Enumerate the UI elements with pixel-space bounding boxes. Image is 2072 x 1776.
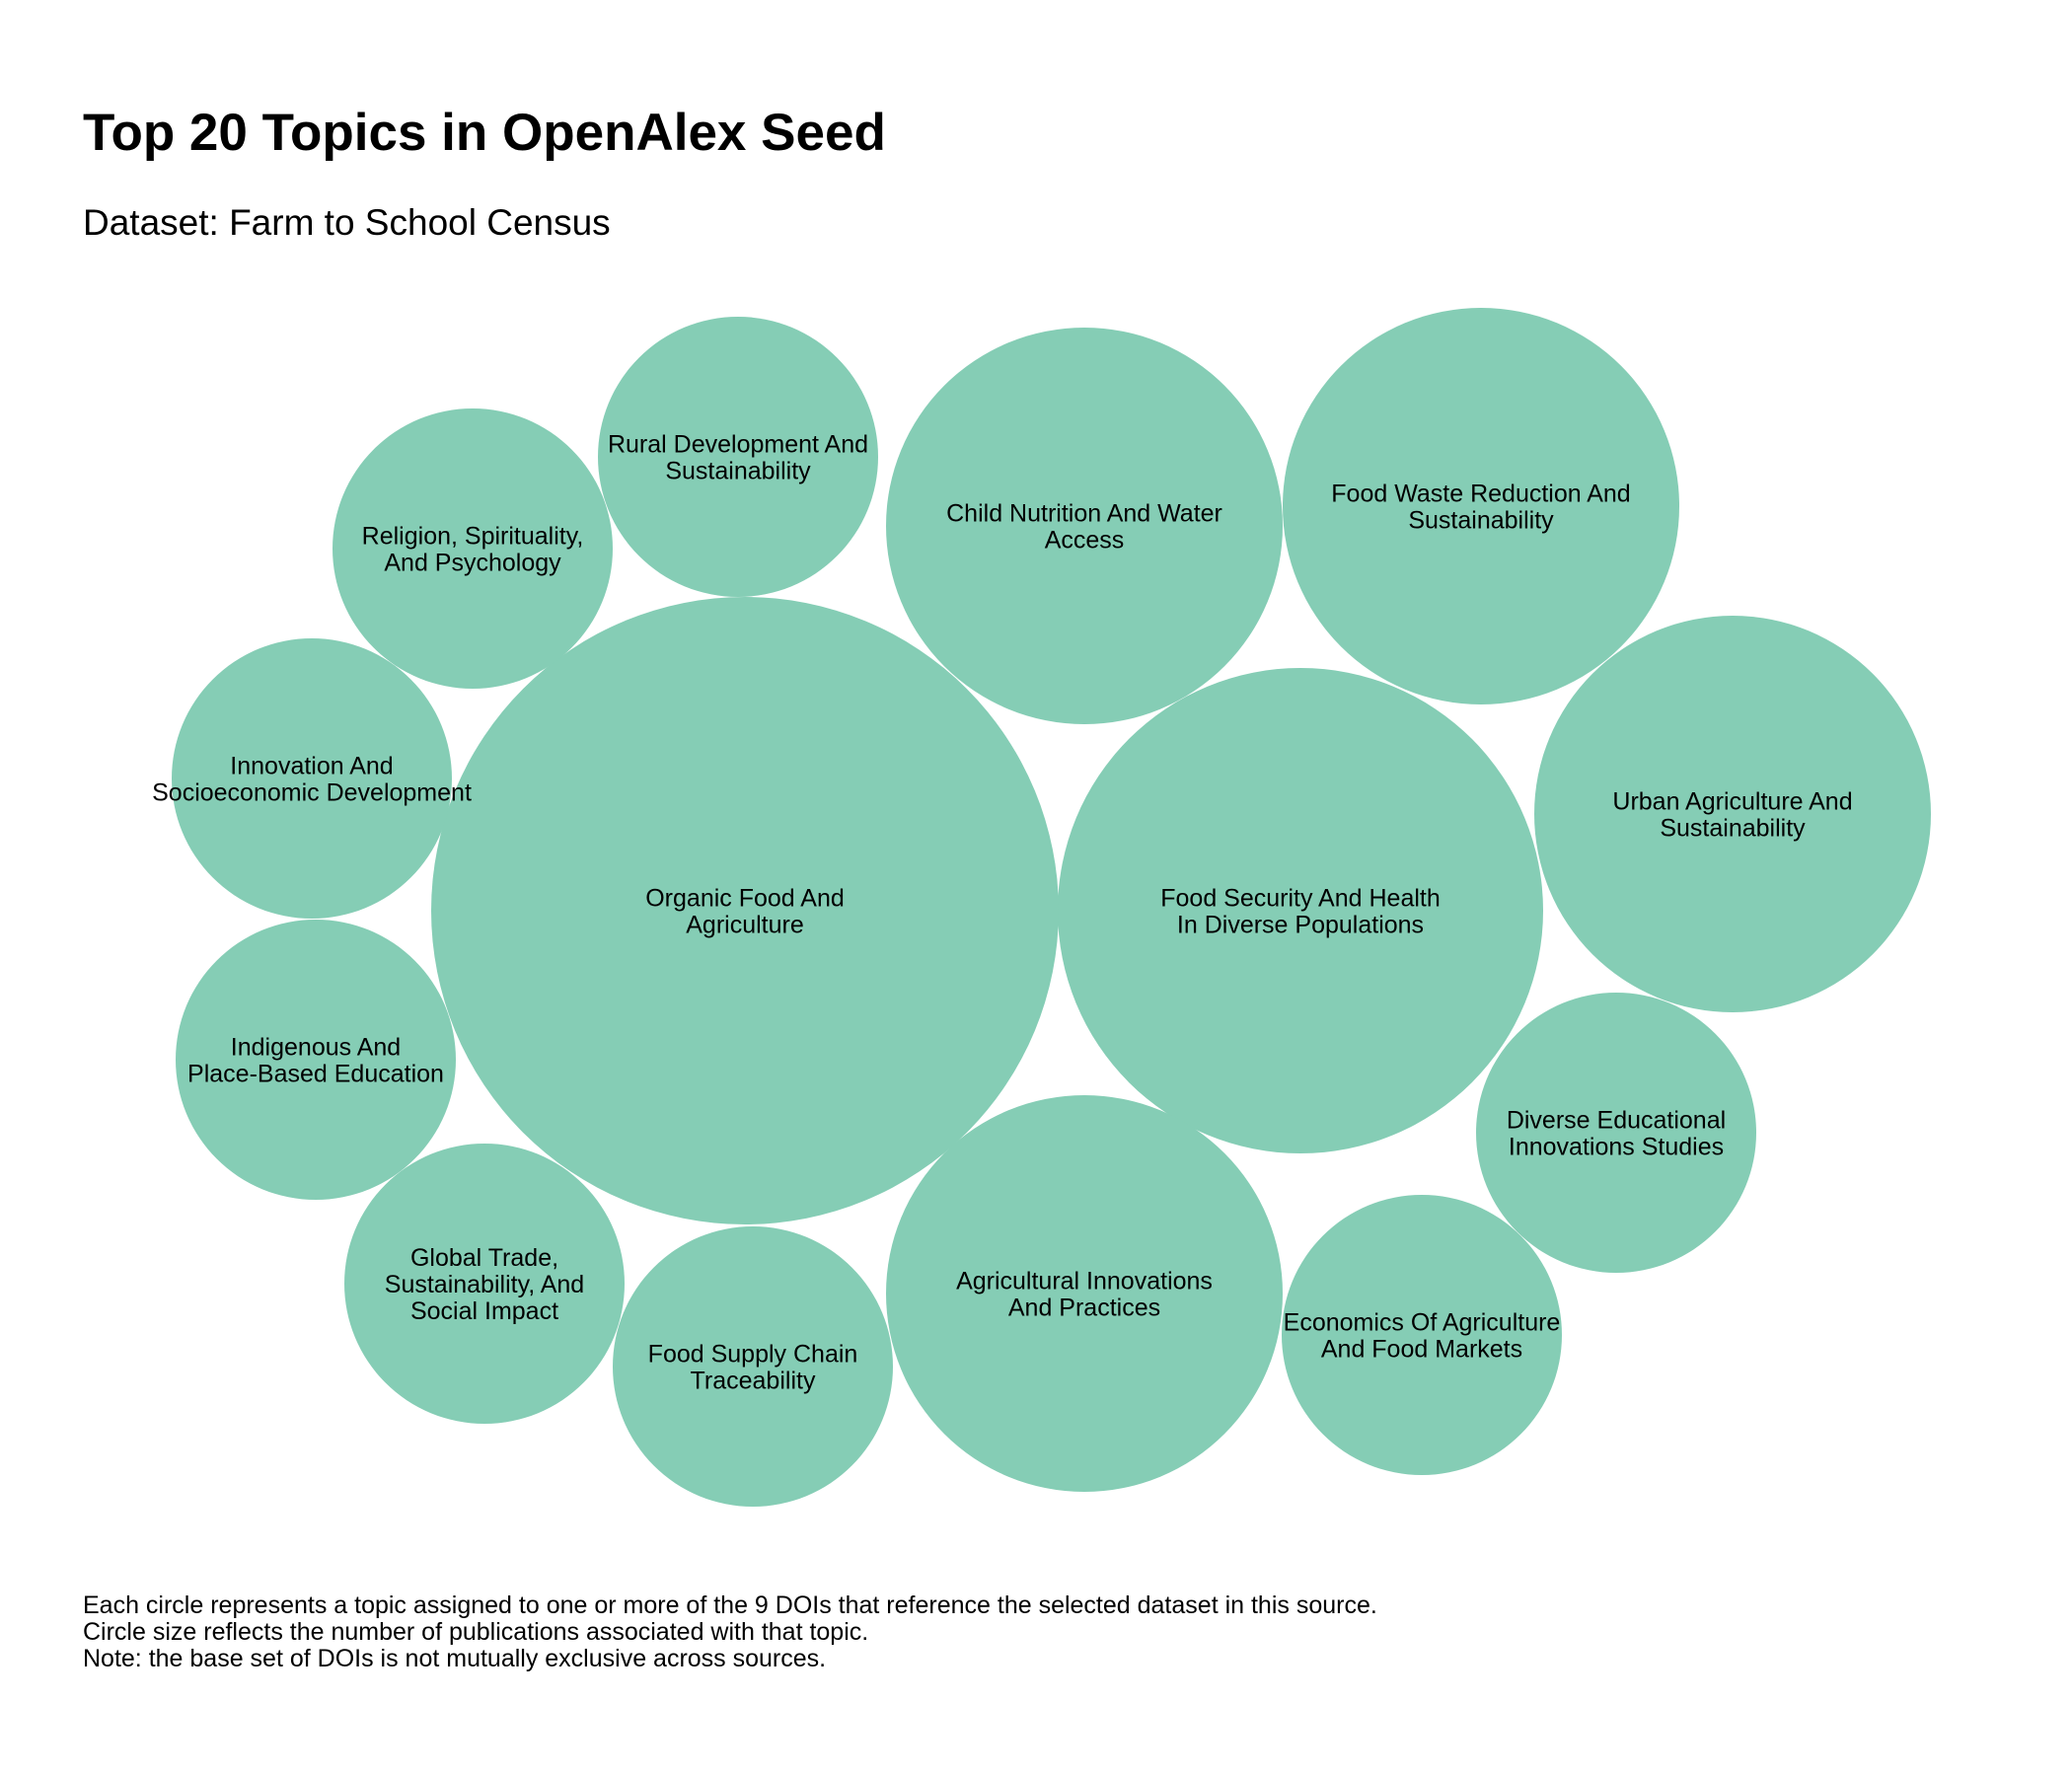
topic-bubble: Urban Agriculture And Sustainability (1534, 616, 1931, 1012)
topic-label-line: Sustainability (1660, 815, 1806, 843)
topic-label: Rural Development And Sustainability (608, 431, 868, 485)
topic-label-line: Diverse Educational (1507, 1107, 1726, 1135)
chart-title: Top 20 Topics in OpenAlex Seed (83, 104, 886, 162)
topic-label-line: Economics Of Agriculture (1284, 1309, 1561, 1337)
footnote: Each circle represents a topic assigned … (83, 1592, 1377, 1672)
topic-label-line: And Food Markets (1321, 1336, 1522, 1364)
topic-label-line: Innovations Studies (1509, 1134, 1724, 1161)
topic-circle (598, 317, 878, 597)
topic-circle (886, 1095, 1283, 1492)
topic-label: Food Waste Reduction And Sustainability (1331, 481, 1630, 535)
topic-label: Diverse Educational Innovations Studies (1507, 1107, 1726, 1161)
topic-bubble: Religion, Spirituality, And Psychology (333, 408, 613, 689)
topic-label-line: Sustainability (665, 458, 811, 485)
topic-circle (886, 328, 1283, 724)
topic-label-line: Food Supply Chain (648, 1341, 858, 1369)
topic-circle (1476, 993, 1756, 1273)
topic-circle (176, 920, 456, 1200)
footnote-line-1: Each circle represents a topic assigned … (83, 1591, 1377, 1619)
topic-label: Global Trade, Sustainability, And Social I… (385, 1244, 584, 1325)
topic-label-line: Traceability (691, 1368, 816, 1395)
bubble-layer: Organic Food And Agriculture Food Security… (152, 308, 1931, 1507)
topic-bubble: Food Waste Reduction And Sustainability (1283, 308, 1679, 704)
topic-circle (1282, 1195, 1562, 1475)
topic-label: Child Nutrition And Water Access (946, 500, 1222, 555)
topic-label: Innovation And Socioeconomic Development (152, 753, 472, 807)
topic-label-line: Agricultural Innovations (956, 1268, 1213, 1295)
topic-label-line: Sustainability, And (385, 1271, 584, 1298)
topic-bubble: Global Trade, Sustainability, And Social I… (344, 1144, 625, 1424)
topic-label: Food Security And Health In Diverse Popul… (1160, 885, 1441, 939)
topic-circle (1534, 616, 1931, 1012)
topic-circle (1058, 668, 1543, 1153)
topic-circle (172, 638, 452, 919)
topic-label-line: Social Impact (410, 1297, 558, 1325)
topic-bubble: Rural Development And Sustainability (598, 317, 878, 597)
topic-label-line: Sustainability (1408, 507, 1554, 535)
topic-bubble: Agricultural Innovations And Practices (886, 1095, 1283, 1492)
topic-bubble: Innovation And Socioeconomic Development (152, 638, 472, 919)
topic-label-line: Religion, Spirituality, (362, 523, 584, 551)
topic-label-line: In Diverse Populations (1177, 912, 1424, 939)
topic-label: Religion, Spirituality, And Psychology (362, 523, 584, 577)
topic-circle (344, 1144, 625, 1424)
topic-label-line: Organic Food And (645, 885, 845, 913)
chart-subtitle: Dataset: Farm to School Census (83, 202, 611, 243)
topic-label-line: Access (1045, 527, 1125, 555)
topic-label-line: Innovation And (230, 753, 393, 780)
topic-label-line: And Practices (1008, 1295, 1160, 1322)
topic-label-line: Food Security And Health (1160, 885, 1441, 913)
topic-label-line: Child Nutrition And Water (946, 500, 1222, 528)
topic-label: Economics Of Agriculture And Food Markets (1284, 1309, 1561, 1364)
topic-circle (613, 1226, 893, 1507)
topic-bubble: Food Supply Chain Traceability (613, 1226, 893, 1507)
topic-label: Urban Agriculture And Sustainability (1612, 788, 1852, 843)
topic-label-line: Socioeconomic Development (152, 779, 472, 807)
topic-label: Organic Food And Agriculture (645, 885, 845, 939)
topic-label-line: Urban Agriculture And (1612, 788, 1852, 816)
topic-bubble: Food Security And Health In Diverse Popul… (1058, 668, 1543, 1153)
topic-bubble: Organic Food And Agriculture (431, 597, 1059, 1224)
topic-bubble: Child Nutrition And Water Access (886, 328, 1283, 724)
topic-label-line: Food Waste Reduction And (1331, 481, 1630, 508)
topic-circle (1283, 308, 1679, 704)
topic-label-line: Place-Based Education (187, 1061, 444, 1088)
footnote-line-2: Circle size reflects the number of publi… (83, 1618, 869, 1646)
topic-bubble: Economics Of Agriculture And Food Markets (1282, 1195, 1562, 1475)
topic-label-line: And Psychology (384, 550, 561, 577)
topic-label: Food Supply Chain Traceability (648, 1341, 858, 1395)
topic-bubble: Indigenous And Place-Based Education (176, 920, 456, 1200)
topic-circle (431, 597, 1059, 1224)
topic-label: Agricultural Innovations And Practices (956, 1268, 1213, 1322)
topic-bubble: Diverse Educational Innovations Studies (1476, 993, 1756, 1273)
topic-label-line: Rural Development And (608, 431, 868, 459)
topic-label-line: Indigenous And (231, 1034, 401, 1062)
topic-circle (333, 408, 613, 689)
footnote-line-3: Note: the base set of DOIs is not mutual… (83, 1645, 827, 1672)
topic-label-line: Agriculture (686, 912, 804, 939)
topic-label-line: Global Trade, (410, 1244, 558, 1272)
topic-label: Indigenous And Place-Based Education (187, 1034, 444, 1088)
